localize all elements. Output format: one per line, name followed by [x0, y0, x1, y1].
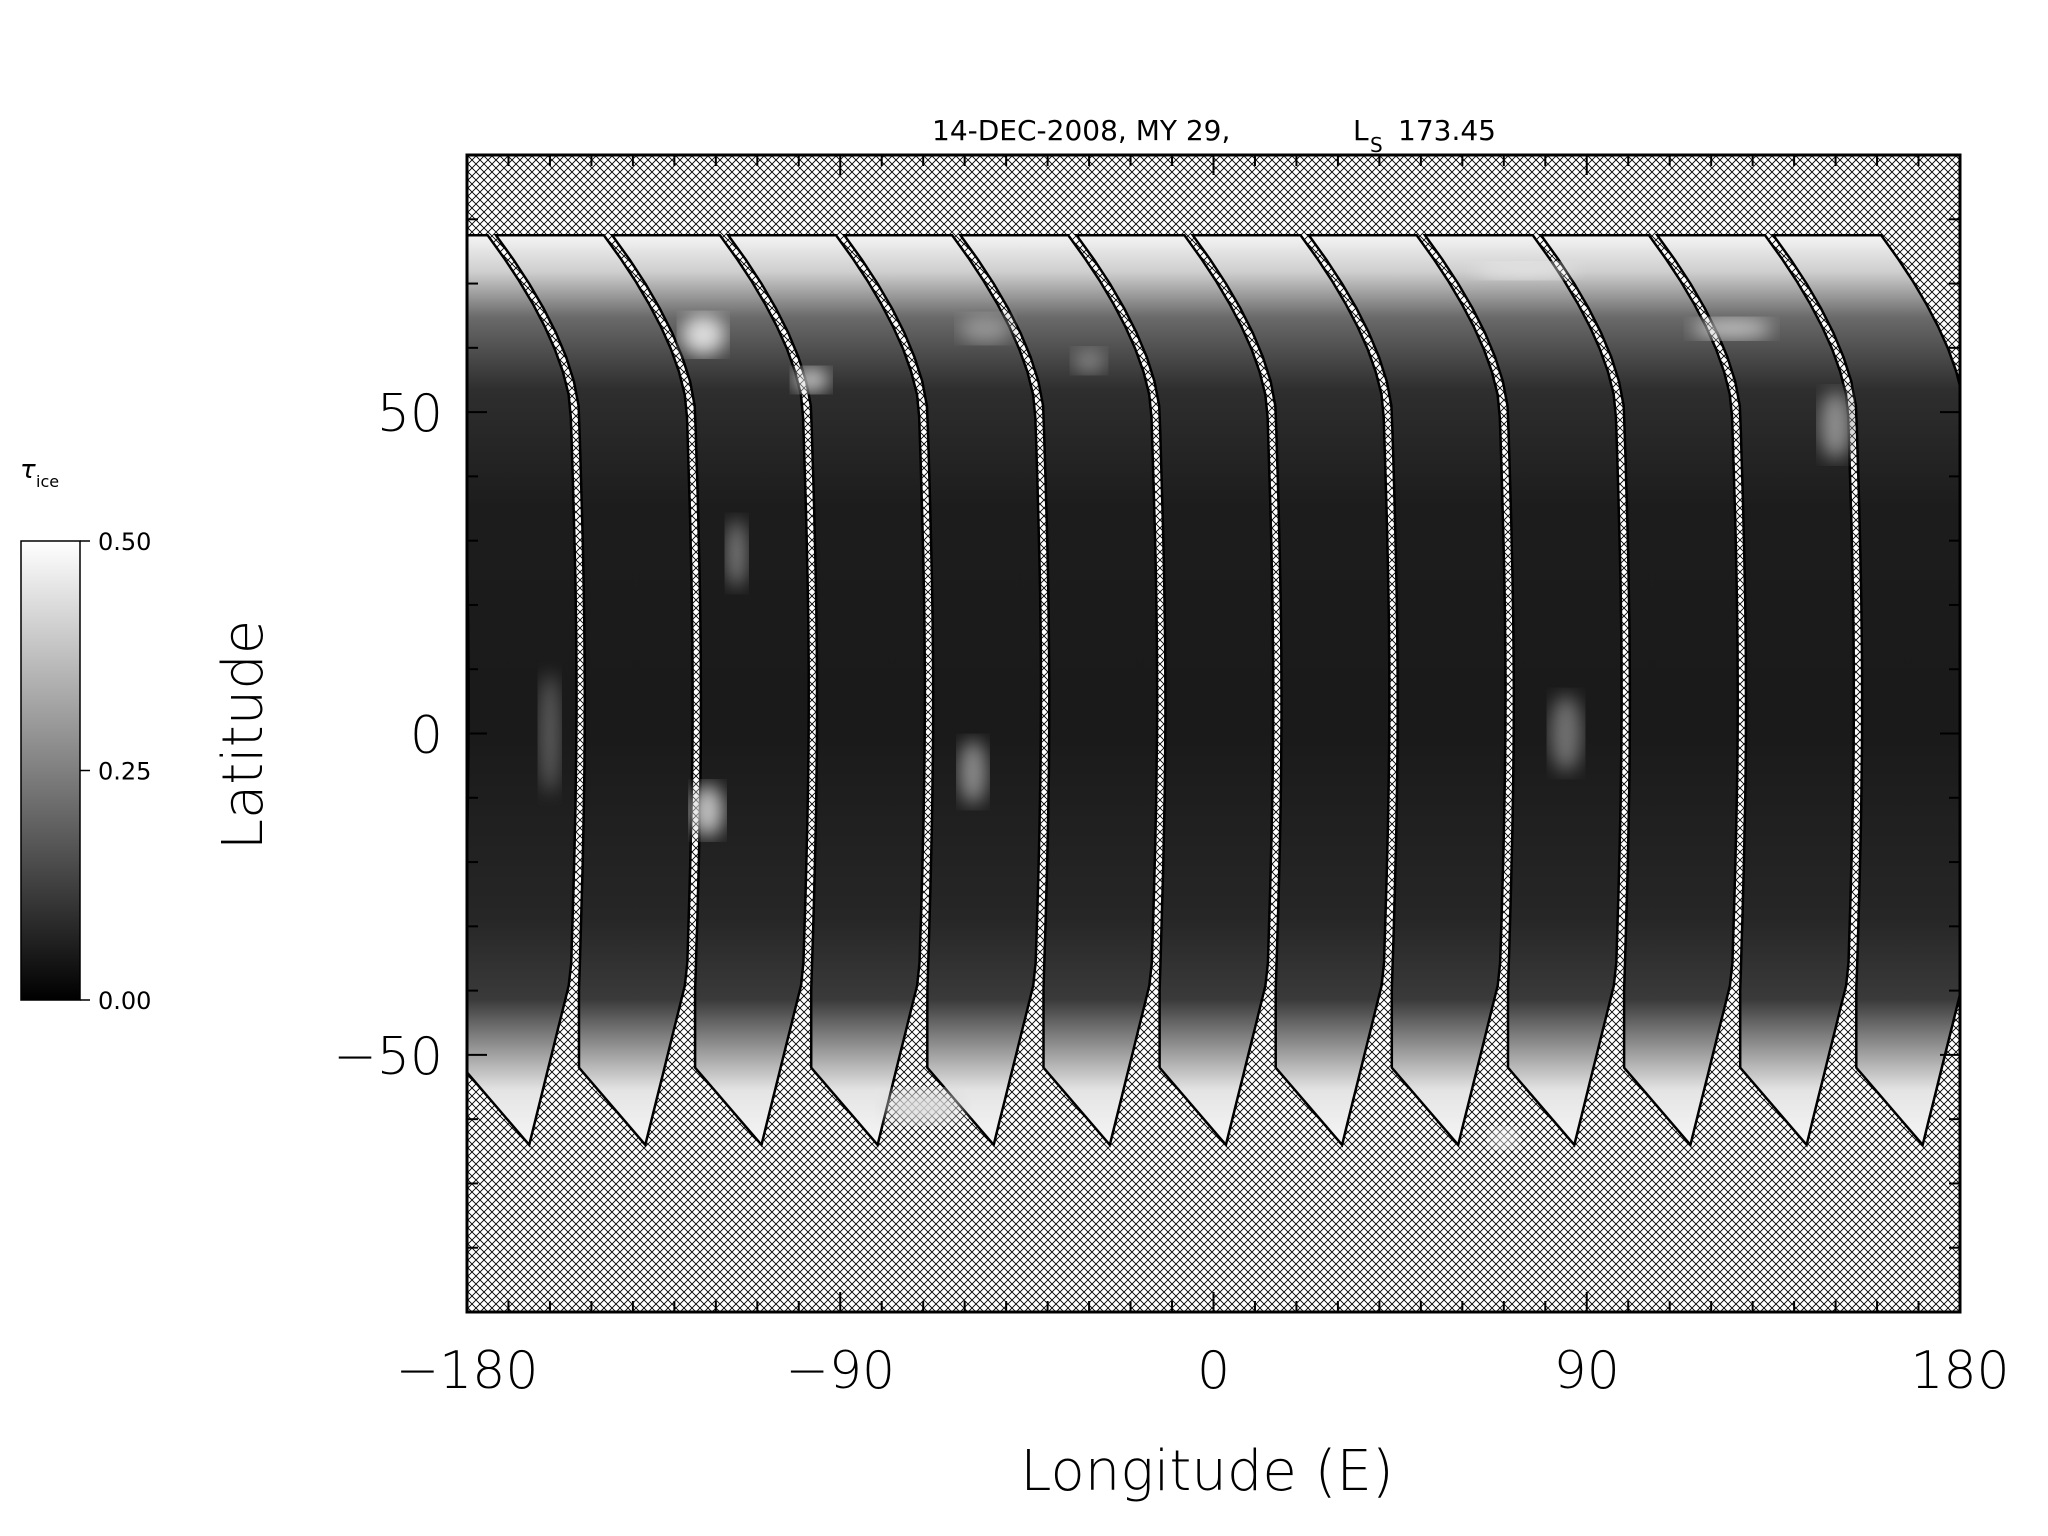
ice-cloud-feature [726, 519, 747, 588]
x-tick-label: −90 [785, 1341, 895, 1401]
swath [958, 234, 1159, 1148]
ice-cloud-features [539, 262, 1852, 1149]
ice-cloud-feature [691, 784, 724, 837]
ice-cloud-feature [958, 740, 987, 805]
colorbar-gradient [20, 540, 81, 1001]
y-tick-label: 0 [410, 706, 443, 766]
title-main: 14-DEC-2008, MY 29, [932, 114, 1230, 147]
colorbar-symbol: τ [20, 455, 36, 485]
ice-cloud-feature [539, 673, 560, 794]
title-ls-symbol: L [1353, 114, 1369, 147]
ice-cloud-feature [959, 314, 1012, 343]
x-axis-ticks: −180 −90 0 90 180 [396, 155, 2010, 1401]
chart-title: 14-DEC-2008, MY 29, L S 173.45 [932, 114, 1496, 157]
colorbar-tick-label: 0.00 [98, 987, 151, 1015]
ice-cloud-feature [1819, 390, 1852, 459]
swath [467, 234, 578, 1148]
ice-cloud-feature [793, 367, 830, 392]
swath-layer [264, 234, 1960, 1148]
ice-cloud-feature [1474, 262, 1575, 279]
x-tick-label: 180 [1910, 1341, 2009, 1401]
y-tick-label: −50 [333, 1027, 443, 1087]
swath [1770, 234, 1960, 1148]
ice-cloud-feature [1073, 348, 1106, 373]
colorbar-tick-label: 0.25 [98, 758, 151, 786]
x-tick-label: 0 [1197, 1341, 1230, 1401]
swath [1306, 234, 1507, 1148]
colorbar: τ ice 0.00 0.25 0.50 [20, 455, 151, 1015]
swath [1654, 234, 1856, 1148]
y-axis-title: Latitude [211, 620, 276, 850]
y-axis-ticks: −50 0 50 [333, 154, 1960, 1313]
title-ls-subscript: S [1370, 133, 1383, 157]
ice-cloud-feature [1550, 695, 1583, 772]
swath [609, 234, 810, 1148]
colorbar-ticks: 0.00 0.25 0.50 [80, 528, 151, 1015]
colorbar-tick-label: 0.50 [98, 528, 151, 556]
swath [1074, 234, 1275, 1148]
ice-cloud-feature [1691, 318, 1772, 339]
colorbar-subscript: ice [36, 472, 59, 491]
swath [1422, 234, 1623, 1148]
x-axis-title: Longitude (E) [1020, 1439, 1393, 1504]
ice-cloud-feature [681, 314, 726, 355]
swath [1190, 234, 1391, 1148]
x-tick-label: 90 [1554, 1341, 1620, 1401]
x-tick-label: −180 [396, 1341, 539, 1401]
swath [264, 235, 461, 1145]
ice-cloud-feature [1489, 1128, 1518, 1149]
title-ls-value: 173.45 [1398, 114, 1496, 147]
y-tick-label: 50 [377, 384, 443, 444]
swath [493, 234, 694, 1148]
swath [1538, 234, 1739, 1148]
ice-cloud-feature [883, 1090, 964, 1123]
swath [841, 234, 1043, 1148]
plot-area: −180 −90 0 90 180 −50 0 50 [264, 153, 2010, 1401]
